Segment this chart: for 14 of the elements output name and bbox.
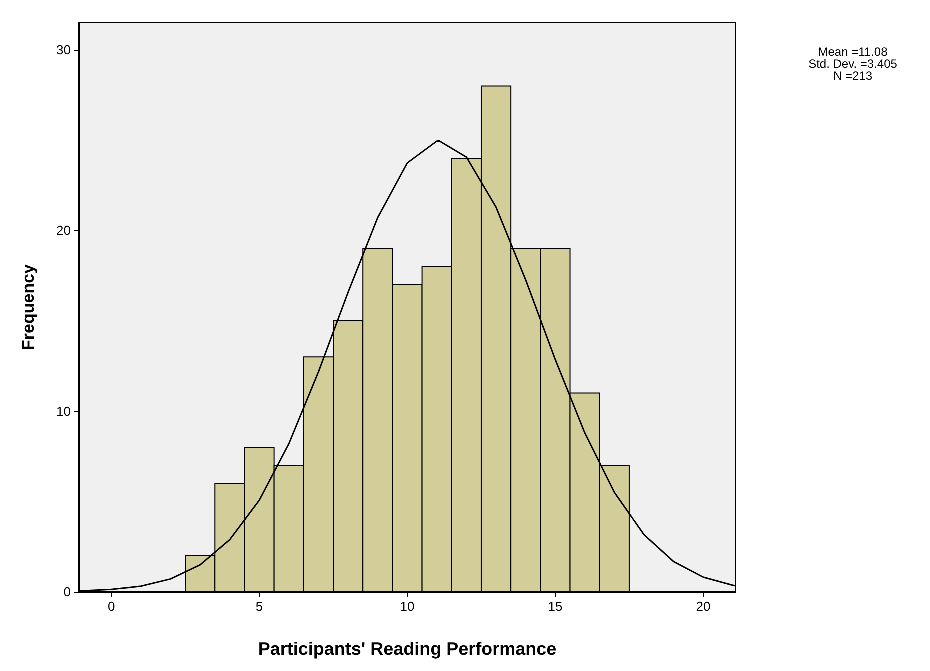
x-axis-title: Participants' Reading Performance	[258, 639, 557, 659]
y-tick-label: 20	[56, 223, 71, 238]
text: Std. Dev. =3.405	[808, 57, 898, 71]
text: Mean =11.08	[818, 45, 888, 59]
x-tick-label: 0	[108, 599, 116, 614]
x-tick-label: 15	[548, 599, 563, 614]
y-tick-label: 30	[56, 42, 71, 58]
x-tick-label: 5	[256, 599, 264, 614]
y-tick-label: 0	[64, 584, 71, 600]
x-tick-label: 20	[696, 599, 711, 614]
text: N =213	[833, 69, 873, 83]
y-tick-label: 10	[56, 404, 71, 419]
x-tick-label: 10	[400, 599, 415, 614]
y-axis-title: Frequency	[19, 264, 38, 350]
